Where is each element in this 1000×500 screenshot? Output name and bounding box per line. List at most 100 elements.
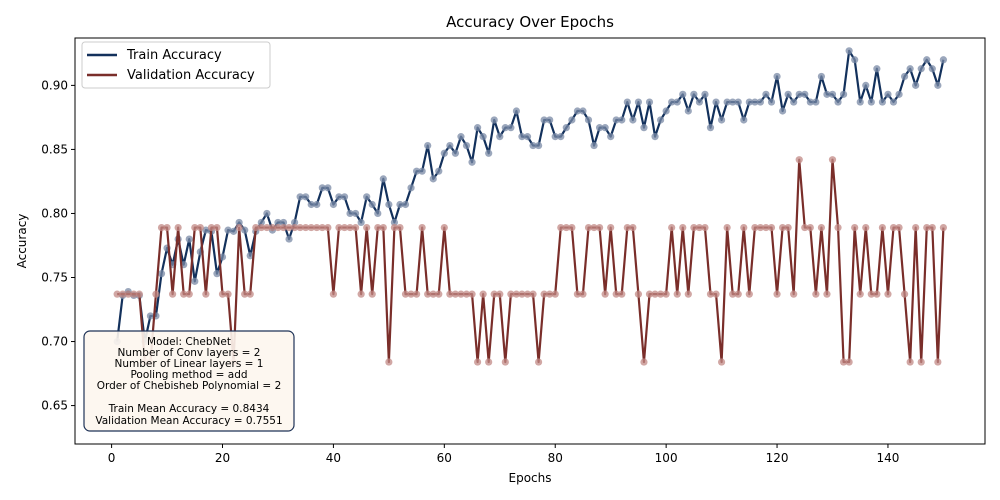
info-line-model: Model: ChebNet [147, 336, 231, 348]
data-point-validation [174, 223, 182, 232]
data-point-validation [113, 290, 121, 298]
data-point-validation [862, 223, 870, 232]
data-point-validation [535, 358, 543, 366]
data-point-train [795, 90, 803, 98]
data-point-train [845, 47, 853, 55]
data-point-train [939, 56, 948, 64]
data-point-train [346, 209, 354, 218]
data-point-validation [135, 290, 143, 298]
data-point-validation [468, 290, 476, 298]
info-line-linear-layers: Number of Linear layers = 1 [115, 358, 264, 370]
data-point-validation [656, 290, 665, 298]
data-point-validation [601, 290, 609, 298]
data-point-train [629, 116, 637, 124]
data-point-validation [756, 223, 765, 232]
data-point-train [523, 133, 532, 141]
data-point-train [562, 124, 570, 132]
data-point-train [701, 90, 709, 98]
data-point-validation [778, 223, 787, 232]
data-point-train [291, 218, 299, 227]
legend-label-validation: Validation Accuracy [127, 68, 255, 83]
data-point-validation [823, 290, 831, 298]
data-point-validation [235, 223, 243, 232]
data-point-validation [717, 358, 726, 366]
y-tick-label: 0.70 [41, 335, 68, 349]
data-point-validation [607, 223, 615, 232]
data-point-train [839, 90, 848, 98]
data-point-validation [302, 223, 310, 232]
data-point-validation [884, 290, 892, 298]
data-point-train [418, 167, 426, 175]
data-point-train [717, 116, 726, 124]
data-point-validation [695, 223, 704, 232]
data-point-train [856, 98, 864, 106]
data-point-validation [723, 223, 731, 232]
data-point-validation [590, 223, 598, 232]
data-point-validation [313, 223, 321, 232]
data-point-train [928, 65, 936, 73]
data-point-validation [279, 223, 288, 232]
y-tick-label: 0.90 [41, 78, 68, 92]
data-point-validation [673, 290, 681, 298]
chart-title: Accuracy Over Epochs [446, 13, 614, 31]
data-point-validation [451, 290, 460, 298]
y-axis-label: Accuracy [15, 214, 29, 269]
data-point-validation [357, 290, 365, 298]
data-point-train [224, 226, 232, 234]
data-point-validation [934, 358, 942, 366]
data-point-train [784, 90, 792, 98]
info-line-conv-layers: Number of Conv layers = 2 [118, 347, 261, 359]
data-point-validation [762, 223, 770, 232]
data-point-train [862, 81, 870, 89]
data-point-train [235, 218, 243, 227]
data-point-train [878, 98, 887, 106]
y-tick-label: 0.85 [41, 142, 68, 156]
data-point-train [230, 227, 238, 235]
data-point-validation [595, 223, 604, 232]
data-point-validation [429, 290, 437, 298]
data-point-validation [568, 223, 576, 232]
data-point-train [612, 116, 620, 124]
data-point-validation [612, 290, 620, 298]
data-point-validation [668, 223, 676, 232]
x-axis-label: Epochs [509, 471, 552, 485]
data-point-train [368, 200, 376, 209]
data-point-train [834, 98, 842, 106]
data-point-train [778, 107, 787, 115]
data-point-validation [474, 358, 482, 366]
data-point-train [740, 116, 748, 124]
data-point-train [734, 98, 742, 106]
data-point-train [263, 209, 271, 218]
data-point-validation [640, 358, 648, 366]
x-tick-label: 20 [215, 451, 230, 465]
data-point-train [379, 175, 387, 183]
data-point-validation [507, 290, 515, 298]
data-point-train [551, 133, 559, 141]
data-point-train [296, 193, 304, 201]
data-point-validation [479, 290, 487, 298]
data-point-validation [573, 290, 582, 298]
data-point-validation [729, 290, 737, 298]
data-point-validation [651, 290, 659, 298]
data-point-validation [274, 223, 282, 232]
data-point-validation [817, 223, 826, 232]
data-point-validation [784, 223, 792, 232]
data-point-validation [346, 223, 354, 232]
data-point-train [285, 235, 293, 243]
data-point-validation [546, 290, 554, 298]
data-point-train [607, 133, 615, 141]
data-point-validation [712, 290, 720, 298]
data-point-validation [518, 290, 526, 298]
data-point-validation [900, 290, 909, 298]
data-point-train [801, 90, 809, 98]
data-point-train [529, 141, 537, 150]
data-point-validation [895, 223, 903, 232]
data-point-train [185, 235, 193, 243]
data-point-validation [440, 223, 448, 232]
data-point-train [645, 98, 654, 106]
data-point-validation [296, 223, 304, 232]
data-point-train [340, 193, 349, 201]
data-point-validation [939, 223, 948, 232]
data-point-validation [734, 290, 742, 298]
data-point-validation [912, 223, 920, 232]
